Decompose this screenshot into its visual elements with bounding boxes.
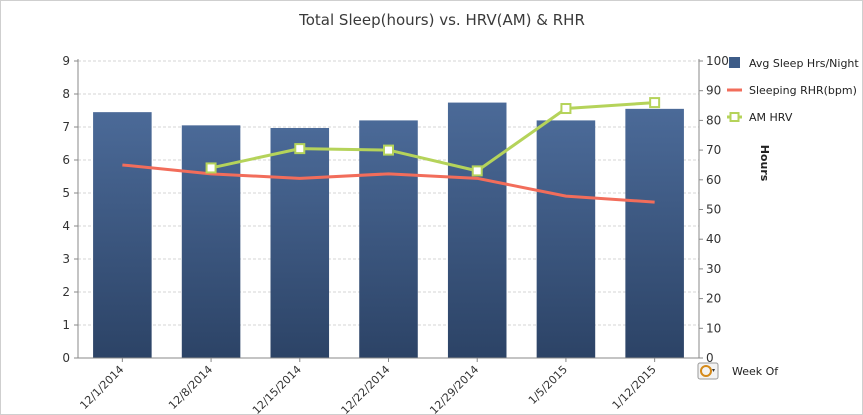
bar-series [93, 102, 684, 359]
legend-label: Sleeping RHR(bpm) [749, 84, 857, 97]
right-tick-label: 10 [706, 321, 721, 335]
right-tick-label: 90 [706, 84, 721, 98]
cycle-icon [700, 365, 712, 377]
right-tick-label: 60 [706, 173, 721, 187]
right-tick-label: 70 [706, 143, 721, 157]
right-tick-label: 40 [706, 232, 721, 246]
left-tick-label: 6 [62, 153, 70, 167]
bar [625, 108, 684, 358]
legend-label: Avg Sleep Hrs/Night [749, 57, 859, 70]
left-tick-label: 0 [62, 351, 70, 365]
legend-swatch [729, 57, 740, 68]
bar [447, 102, 507, 358]
point-marker [471, 165, 483, 177]
point-marker [294, 143, 306, 155]
right-tick-label: 20 [706, 292, 721, 306]
left-tick-label: 4 [62, 219, 70, 233]
left-tick-label: 2 [62, 285, 70, 299]
x-tick-label: 1/5/2015 [526, 363, 570, 407]
x-tick-label: 1/12/2015 [610, 363, 659, 412]
bar [536, 120, 596, 359]
right-axis-title: Hours [758, 145, 771, 182]
point-marker [205, 162, 217, 174]
legend-label: AM HRV [749, 111, 793, 124]
series-line [210, 101, 655, 173]
line-series [122, 97, 661, 204]
right-tick-label: 30 [706, 262, 721, 276]
left-tick-label: 8 [62, 87, 70, 101]
series-line [122, 163, 655, 204]
x-tick-label: 12/29/2014 [427, 363, 481, 414]
left-tick-label: 7 [62, 120, 70, 134]
left-tick-label: 5 [62, 186, 70, 200]
point-marker [560, 103, 572, 115]
x-tick-label: 12/15/2014 [250, 363, 304, 414]
legend: Avg Sleep Hrs/Night Sleeping RHR(bpm) AM H… [727, 57, 859, 124]
bar [359, 120, 418, 359]
left-tick-label: 1 [62, 318, 70, 332]
cycle-dimension-button[interactable] [697, 362, 719, 380]
x-tick-label: 12/1/2014 [77, 363, 126, 412]
right-tick-label: 80 [706, 113, 721, 127]
bar [181, 125, 241, 358]
chart-title: Total Sleep(hours) vs. HRV(AM) & RHR [298, 11, 585, 29]
right-tick-label: 50 [706, 203, 721, 217]
left-tick-label: 3 [62, 252, 70, 266]
right-tick-label: 0 [706, 351, 714, 365]
bar [93, 112, 152, 359]
left-tick-label: 9 [62, 54, 70, 68]
legend-marker [729, 112, 740, 122]
bar [270, 127, 330, 359]
right-tick-label: 100 [706, 54, 729, 68]
point-marker [649, 97, 661, 109]
point-marker [383, 144, 394, 156]
dimension-label: Week Of [732, 365, 779, 378]
x-tick-label: 12/22/2014 [339, 363, 393, 414]
x-tick-label: 12/8/2014 [166, 363, 215, 412]
